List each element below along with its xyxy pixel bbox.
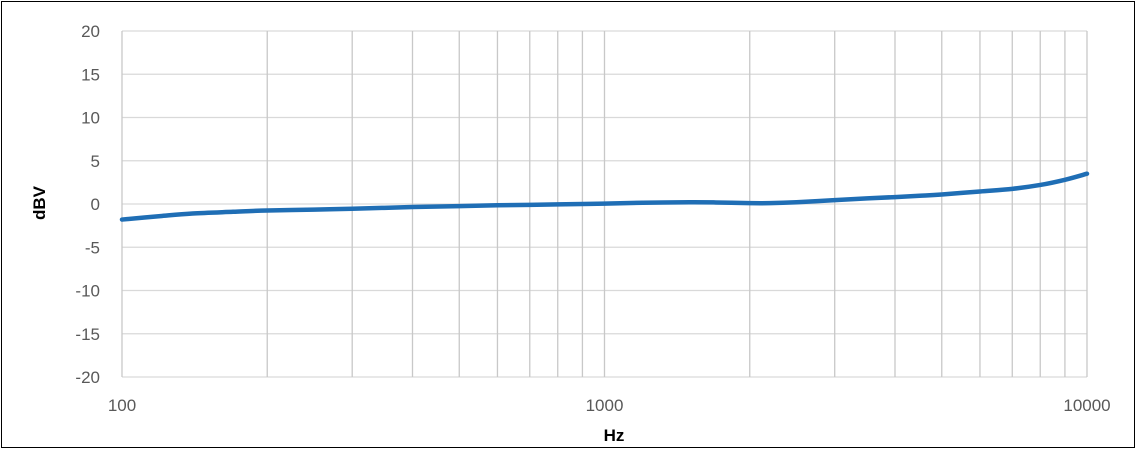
- tick-labels: 20 15 10 5 0 -5 -10 -15 -20 100 1000 10000: [75, 22, 1110, 415]
- y-tick-label: 0: [91, 195, 100, 214]
- x-tick-label: 10000: [1063, 396, 1110, 415]
- y-tick-label: -20: [75, 368, 100, 387]
- y-tick-label: 15: [81, 65, 100, 84]
- y-tick-label: 5: [91, 152, 100, 171]
- series-line: [119, 171, 1090, 222]
- y-tick-label: 10: [81, 109, 100, 128]
- x-axis-title: Hz: [604, 426, 625, 445]
- y-axis-title: dBV: [30, 185, 49, 220]
- y-tick-label: -5: [85, 238, 100, 257]
- y-tick-label: -10: [75, 282, 100, 301]
- y-tick-label: 20: [81, 22, 100, 41]
- series-layer: [119, 171, 1090, 222]
- x-tick-label: 1000: [586, 396, 624, 415]
- x-tick-label: 100: [108, 396, 136, 415]
- grid: [121, 30, 1088, 378]
- y-tick-label: -15: [75, 325, 100, 344]
